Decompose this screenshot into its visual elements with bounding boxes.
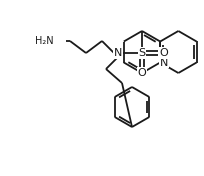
Text: O: O bbox=[138, 68, 146, 78]
Text: H₂N: H₂N bbox=[35, 36, 54, 46]
Text: N: N bbox=[114, 48, 122, 58]
Text: O: O bbox=[160, 48, 168, 58]
Text: N: N bbox=[160, 58, 168, 68]
Text: S: S bbox=[139, 48, 146, 58]
